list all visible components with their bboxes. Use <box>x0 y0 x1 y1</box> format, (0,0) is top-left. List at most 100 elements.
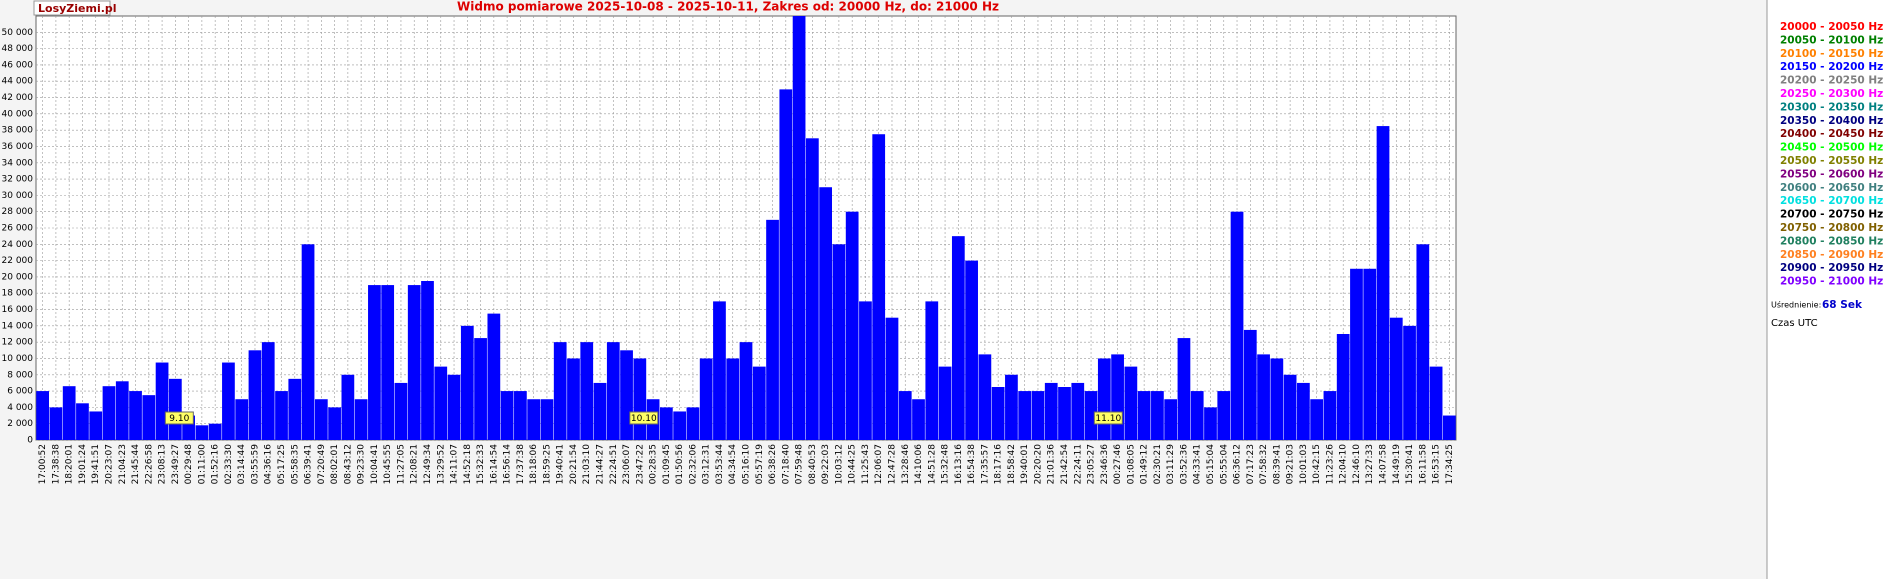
x-tick-label: 01:11:00 <box>197 444 207 485</box>
y-tick-label: 8 000 <box>7 370 33 380</box>
x-tick-label: 18:18:06 <box>529 444 539 485</box>
bar <box>660 407 673 440</box>
bar <box>845 211 859 440</box>
x-tick-label: 07:18:40 <box>781 444 791 485</box>
bar <box>62 386 76 440</box>
x-tick-label: 14:11:07 <box>450 444 460 484</box>
x-tick-label: 05:58:35 <box>290 444 300 484</box>
bar <box>766 219 779 440</box>
bar <box>1297 382 1310 440</box>
x-tick-label: 04:33:41 <box>1193 444 1203 484</box>
x-tick-label: 23:05:27 <box>1087 444 1097 484</box>
plot <box>36 16 1456 441</box>
bar <box>580 342 594 440</box>
bar <box>314 399 328 440</box>
x-tick-label: 20:23:07 <box>104 444 114 484</box>
x-tick-label: 20:21:54 <box>569 444 579 485</box>
x-tick-label: 16:53:15 <box>1432 444 1442 484</box>
x-tick-label: 06:36:12 <box>1233 444 1243 484</box>
legend-entry: 20250 - 20300 Hz <box>1780 88 1883 100</box>
bar <box>1350 268 1363 440</box>
x-tick-label: 08:02:01 <box>330 444 340 484</box>
x-tick-label: 01:49:12 <box>1140 444 1150 484</box>
x-tick-label: 22:26:58 <box>144 444 154 485</box>
bar <box>1137 391 1151 440</box>
x-tick-label: 19:40:01 <box>1020 444 1030 484</box>
x-tick-label: 07:58:32 <box>1259 444 1269 484</box>
y-tick-label: 2 000 <box>7 419 33 429</box>
legend-entry: 20800 - 20850 Hz <box>1780 235 1883 247</box>
y-tick-label: 44 000 <box>2 77 34 87</box>
x-tick-label: 03:53:44 <box>715 444 725 485</box>
bar <box>275 391 288 440</box>
bar <box>1204 407 1217 440</box>
annotation: 11.10 <box>1095 414 1121 424</box>
bar <box>235 399 249 440</box>
bar <box>859 301 872 440</box>
legend-entry: 20000 - 20050 Hz <box>1780 21 1883 33</box>
bar <box>527 399 541 440</box>
bar <box>1389 317 1403 440</box>
side-panel <box>1767 0 1883 579</box>
x-tick-label: 01:52:16 <box>211 444 221 485</box>
bar <box>726 358 740 440</box>
x-tick-label: 16:56:14 <box>503 444 513 485</box>
x-tick-label: 07:20:49 <box>317 444 327 485</box>
x-tick-label: 03:12:31 <box>702 444 712 484</box>
bar <box>487 313 501 440</box>
bar <box>1071 382 1085 440</box>
x-tick-label: 17:34:25 <box>1445 444 1455 484</box>
bar <box>1323 391 1337 440</box>
x-tick-label: 00:27:46 <box>1113 444 1123 485</box>
y-tick-label: 34 000 <box>2 158 34 168</box>
x-tick-label: 02:33:30 <box>224 444 234 485</box>
x-tick-label: 18:20:01 <box>65 444 75 484</box>
x-tick-label: 23:47:22 <box>635 444 645 484</box>
bar <box>699 358 713 440</box>
bar <box>102 386 116 440</box>
y-tick-label: 36 000 <box>2 142 34 152</box>
bar <box>752 366 766 440</box>
x-tick-label: 01:09:45 <box>662 444 672 484</box>
y-tick-label: 10 000 <box>2 354 34 364</box>
y-tick-label: 42 000 <box>2 93 34 103</box>
annotation-box <box>164 411 194 425</box>
x-tick-label: 01:08:05 <box>1126 444 1136 484</box>
annotation: 9.10 <box>169 414 189 424</box>
bar <box>1058 387 1071 440</box>
x-tick-label: 15:32:33 <box>476 444 486 484</box>
y-tick-label: 50 000 <box>2 28 34 38</box>
bar <box>898 391 912 440</box>
y-tick-label: 40 000 <box>2 109 34 119</box>
x-tick-label: 18:58:42 <box>1007 444 1017 484</box>
x-tick-label: 21:44:27 <box>596 444 606 484</box>
bar <box>553 342 567 440</box>
bar <box>1084 391 1098 440</box>
bar <box>885 317 899 440</box>
bar <box>129 391 142 440</box>
bar <box>713 301 726 440</box>
legend-entry: 20300 - 20350 Hz <box>1780 101 1883 113</box>
bar <box>222 362 235 440</box>
x-tick-label: 14:07:58 <box>1379 444 1389 485</box>
bar <box>1310 399 1324 440</box>
x-tick-label: 07:59:48 <box>795 444 805 485</box>
bar <box>142 395 156 440</box>
x-tick-label: 23:08:13 <box>158 444 168 484</box>
bar <box>805 138 819 441</box>
y-tick-label: 28 000 <box>2 207 34 217</box>
bar <box>1177 338 1191 440</box>
legend-entry: 20500 - 20550 Hz <box>1780 155 1883 167</box>
x-tick-label: 04:34:54 <box>728 444 738 485</box>
x-tick-label: 23:49:27 <box>171 444 181 484</box>
x-tick-label: 09:22:03 <box>821 444 831 484</box>
bar <box>1151 391 1164 440</box>
bar <box>89 411 103 440</box>
x-tick-label: 03:11:29 <box>1166 444 1176 485</box>
x-tick-label: 17:35:57 <box>980 444 990 484</box>
bar <box>1164 399 1178 440</box>
x-tick-label: 14:51:28 <box>927 444 937 485</box>
bar <box>49 407 63 440</box>
